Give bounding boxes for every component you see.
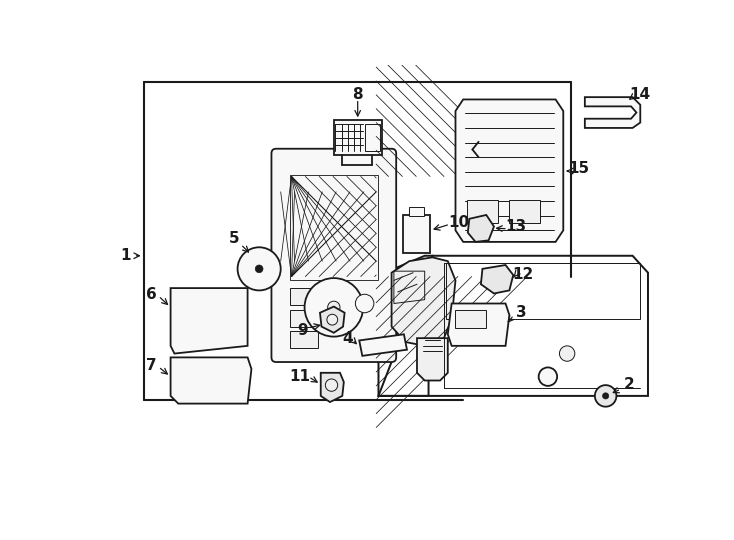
- Polygon shape: [467, 200, 498, 222]
- Circle shape: [255, 265, 263, 273]
- Polygon shape: [365, 124, 380, 151]
- Circle shape: [603, 393, 608, 399]
- Circle shape: [595, 385, 617, 407]
- Text: 13: 13: [505, 219, 526, 234]
- Text: 3: 3: [515, 305, 526, 320]
- Circle shape: [355, 294, 374, 313]
- Polygon shape: [481, 265, 513, 294]
- Circle shape: [327, 314, 338, 325]
- Polygon shape: [448, 303, 509, 346]
- Text: 5: 5: [228, 231, 239, 246]
- Polygon shape: [290, 288, 319, 305]
- Polygon shape: [170, 288, 247, 354]
- FancyBboxPatch shape: [272, 148, 396, 362]
- Polygon shape: [456, 99, 563, 242]
- Circle shape: [325, 379, 338, 392]
- Text: 14: 14: [630, 86, 651, 102]
- Polygon shape: [403, 215, 430, 253]
- Text: 8: 8: [352, 86, 363, 102]
- Circle shape: [305, 278, 363, 336]
- Text: 15: 15: [568, 161, 589, 176]
- Circle shape: [559, 346, 575, 361]
- Text: 10: 10: [448, 215, 470, 230]
- Text: 12: 12: [512, 267, 534, 282]
- Text: 7: 7: [146, 357, 156, 373]
- Text: 6: 6: [146, 287, 157, 302]
- Text: 2: 2: [623, 377, 634, 392]
- Circle shape: [327, 301, 340, 314]
- Circle shape: [238, 247, 280, 291]
- Circle shape: [539, 367, 557, 386]
- Polygon shape: [170, 357, 252, 403]
- Polygon shape: [585, 97, 640, 128]
- Polygon shape: [417, 338, 448, 381]
- Polygon shape: [359, 334, 407, 356]
- Text: 4: 4: [342, 330, 353, 346]
- Polygon shape: [290, 331, 319, 348]
- Text: 9: 9: [298, 323, 308, 338]
- Polygon shape: [290, 309, 319, 327]
- Polygon shape: [391, 257, 456, 346]
- Polygon shape: [334, 120, 382, 155]
- Polygon shape: [321, 373, 344, 402]
- Polygon shape: [468, 215, 494, 242]
- Polygon shape: [320, 307, 344, 333]
- Text: 1: 1: [120, 248, 131, 264]
- Polygon shape: [410, 207, 424, 217]
- Polygon shape: [509, 200, 540, 222]
- Text: 11: 11: [289, 369, 310, 384]
- Polygon shape: [456, 309, 487, 328]
